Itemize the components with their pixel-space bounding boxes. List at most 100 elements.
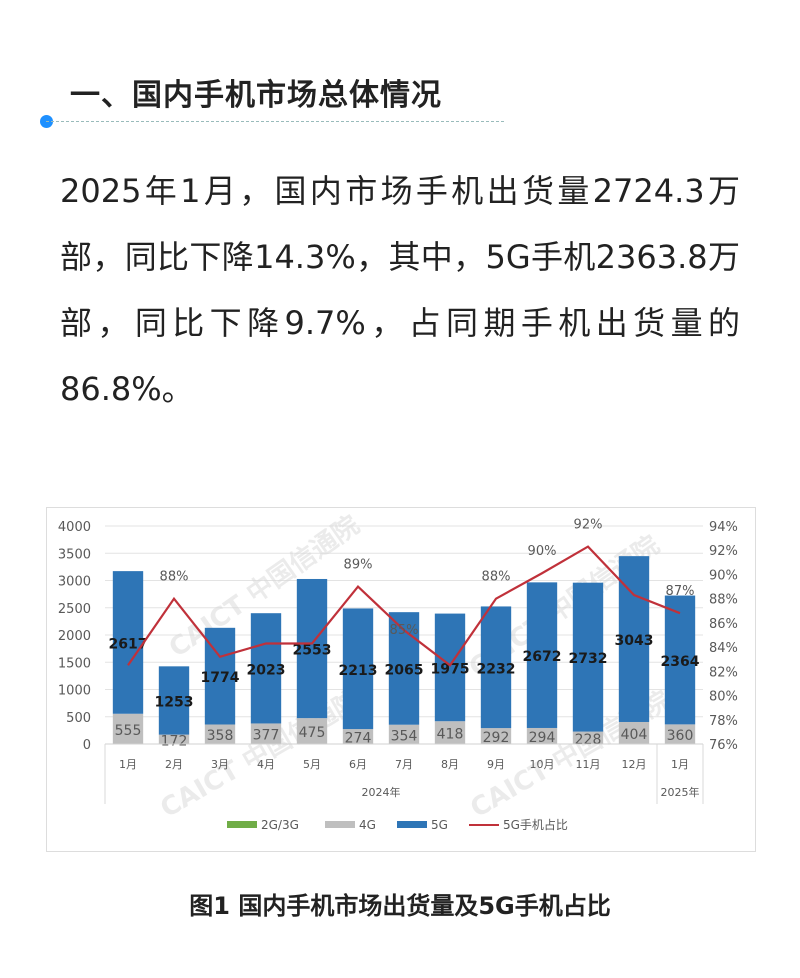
bar-4g xyxy=(112,713,144,744)
bar-data-label: 3043 xyxy=(615,633,654,649)
legend-swatch xyxy=(227,821,257,828)
x-tick-label: 1月 xyxy=(671,758,689,771)
share-data-label: 87% xyxy=(666,584,695,599)
y-tick-label: 3500 xyxy=(58,547,91,562)
y-tick-label: 4000 xyxy=(58,520,91,535)
x-tick-label: 3月 xyxy=(211,758,229,771)
bar-data-label: 360 xyxy=(667,728,694,744)
y2-tick-label: 80% xyxy=(709,690,738,705)
section-heading: 一、国内手机市场总体情况 xyxy=(70,78,442,113)
legend-swatch xyxy=(325,821,355,828)
x-tick-label: 11月 xyxy=(576,758,601,771)
x-tick-label: 2月 xyxy=(165,758,183,771)
bar-5g xyxy=(250,613,282,724)
y2-tick-label: 86% xyxy=(709,617,738,632)
bar-4g xyxy=(618,721,650,744)
bar-4g xyxy=(434,721,466,744)
bar-4g xyxy=(664,724,696,744)
share-data-label: 89% xyxy=(344,558,373,573)
bar-data-label: 2023 xyxy=(247,662,286,678)
bar-4g xyxy=(204,724,236,744)
bar-data-label: 418 xyxy=(437,727,464,743)
share-data-label: 88% xyxy=(482,570,511,585)
y2-tick-label: 78% xyxy=(709,714,738,729)
summary-paragraph: 2025年1月，国内市场手机出货量2724.3万部，同比下降14.3%，其中，5… xyxy=(60,172,740,408)
bar-4g xyxy=(572,731,604,744)
bar-4g xyxy=(158,734,190,744)
bar-data-label: 292 xyxy=(483,730,510,746)
bar-data-label: 2732 xyxy=(569,651,608,667)
y-tick-label: 0 xyxy=(83,738,91,753)
x-tick-label: 9月 xyxy=(487,758,505,771)
bar-5g xyxy=(572,582,604,732)
x-tick-label: 4月 xyxy=(257,758,275,771)
y-tick-label: 500 xyxy=(66,711,91,726)
bar-4g xyxy=(342,729,374,744)
y-tick-label: 3000 xyxy=(58,575,91,590)
y-tick-label: 1000 xyxy=(58,684,91,699)
shipment-chart: 0 500 1000 1500 2000 2500 3000 3500 4000 76% 78% 80… xyxy=(58,509,738,832)
y2-tick-label: 94% xyxy=(709,520,738,535)
x-tick-label: 8月 xyxy=(441,758,459,771)
legend-label: 4G xyxy=(359,818,376,832)
bar-4g xyxy=(526,727,558,744)
bar-data-label: 1253 xyxy=(155,694,194,710)
x-tick-label: 10月 xyxy=(530,758,555,771)
bar-data-label: 2553 xyxy=(293,643,332,659)
bar-5g xyxy=(434,613,466,722)
bar-5g xyxy=(664,595,696,725)
bar-data-label: 228 xyxy=(575,732,602,748)
legend-label: 5G手机占比 xyxy=(503,817,568,832)
legend-swatch xyxy=(397,821,427,828)
bar-4g xyxy=(388,724,420,744)
chart-container: 0 500 1000 1500 2000 2500 3000 3500 4000 76% 78% 80… xyxy=(46,507,756,852)
bar-data-label: 1774 xyxy=(201,670,240,686)
bar-5g xyxy=(296,578,328,719)
y-tick-label: 1500 xyxy=(58,656,91,671)
y2-tick-label: 88% xyxy=(709,593,738,608)
bar-4g xyxy=(250,723,282,744)
bar-data-label: 404 xyxy=(621,727,648,743)
bar-data-label: 1975 xyxy=(431,661,470,677)
y2-tick-label: 90% xyxy=(709,568,738,583)
bar-4g xyxy=(480,728,512,744)
figure-caption: 图1 国内手机市场出货量及5G手机占比 xyxy=(189,892,611,920)
x-group-label: 2024年 xyxy=(362,785,401,799)
share-data-label: 85% xyxy=(390,623,419,638)
bar-data-label: 354 xyxy=(391,728,418,744)
x-tick-label: 7月 xyxy=(395,758,413,771)
bar-5g xyxy=(480,606,512,729)
y2-tick-label: 82% xyxy=(709,665,738,680)
bar-data-label: 2065 xyxy=(385,662,424,678)
y2-tick-label: 76% xyxy=(709,738,738,753)
bar-data-label: 2213 xyxy=(339,663,378,679)
bar-data-label: 274 xyxy=(345,731,372,747)
bar-data-label: 2364 xyxy=(661,654,700,670)
share-data-label: 88% xyxy=(160,570,189,585)
x-tick-label: 1月 xyxy=(119,758,137,771)
heading-divider xyxy=(46,121,504,122)
x-group-label: 2025年 xyxy=(661,785,700,799)
bar-data-label: 377 xyxy=(253,728,280,744)
x-tick-label: 6月 xyxy=(349,758,367,771)
bar-data-label: 475 xyxy=(299,725,326,741)
bar-5g xyxy=(158,666,190,735)
x-tick-label: 5月 xyxy=(303,758,321,771)
y2-tick-label: 92% xyxy=(709,544,738,559)
bar-data-label: 2672 xyxy=(523,649,562,665)
bar-data-label: 294 xyxy=(529,730,556,746)
share-data-label: 90% xyxy=(528,544,557,559)
legend-label: 2G/3G xyxy=(261,818,299,832)
legend-label: 5G xyxy=(431,818,448,832)
bar-5g xyxy=(526,582,558,728)
bar-4g xyxy=(296,718,328,744)
bar-data-label: 172 xyxy=(161,733,188,749)
y2-tick-label: 84% xyxy=(709,641,738,656)
bar-data-label: 2232 xyxy=(477,661,516,677)
bar-data-label: 555 xyxy=(115,723,142,739)
bar-5g xyxy=(112,571,144,714)
x-tick-label: 12月 xyxy=(622,758,647,771)
share-data-label: 92% xyxy=(574,518,603,533)
bar-5g xyxy=(342,608,374,730)
y-tick-label: 2500 xyxy=(58,602,91,617)
